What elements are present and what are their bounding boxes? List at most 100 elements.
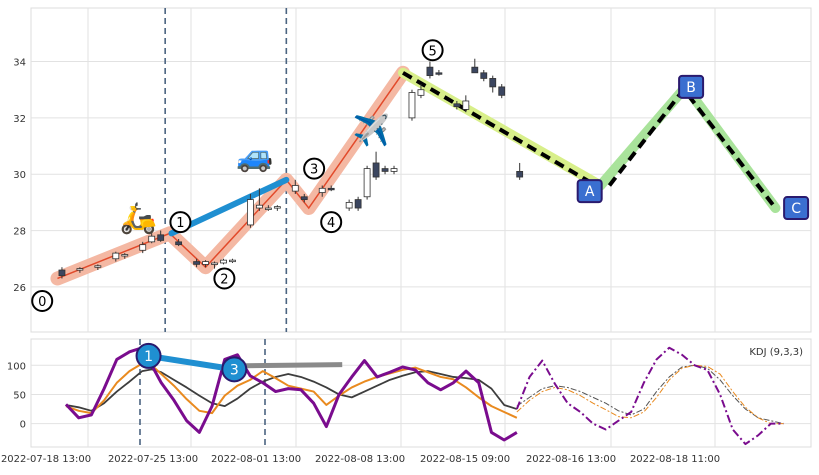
wave-label-circle [169, 211, 192, 234]
indicator-blue-line [145, 352, 238, 373]
candle-body [175, 241, 183, 246]
indicator-point-circle [135, 342, 162, 369]
price-candles [58, 58, 524, 279]
price-vertical-lines [164, 8, 288, 332]
price-y-tick-label: 34 [13, 58, 26, 69]
indicator-grid [31, 339, 811, 447]
candle-body [462, 100, 470, 110]
x-axis-tick-label: 2022-08-15 09:00 [420, 454, 510, 465]
candle-body [94, 265, 102, 268]
candle-body [247, 199, 254, 226]
wave-label-text: 4 [327, 216, 335, 231]
candle-body [255, 204, 263, 209]
candle-body [273, 206, 281, 209]
candle-body [345, 201, 353, 209]
price-panel-frame [30, 7, 812, 333]
candle-body [220, 259, 227, 264]
candle-body [354, 199, 362, 209]
candle-body [157, 234, 165, 241]
indicator-annotations: 13 [135, 342, 343, 383]
scooter-emoji: 🛵 [120, 201, 157, 236]
x-axis-tick-label: 2022-08-08 13:00 [315, 454, 405, 465]
indicator-point-label: 3 [230, 362, 239, 378]
candle-body [139, 244, 147, 251]
candle-body [408, 92, 416, 119]
wave-label-text: B [686, 80, 696, 96]
wave-label-text: 5 [428, 44, 436, 59]
candle-body [318, 187, 326, 193]
candle-body [327, 187, 335, 191]
wave-label-box [783, 196, 810, 221]
indicator-point-label: 1 [144, 349, 153, 365]
candle-body [112, 252, 120, 260]
indicator-grey-line [234, 362, 343, 369]
price-y-tick-label: 28 [13, 227, 26, 238]
x-axis-labels: 2022-07-18 13:00 2022-07-25 13:00 2022-08-… [1, 454, 720, 465]
price-wave-labels: 0 1 2 3 4 5 A B C [31, 39, 810, 313]
wave-label-box [576, 179, 603, 204]
candle-body [211, 262, 218, 265]
price-emojis: 🛵 🚙 ✈️ [120, 111, 391, 235]
candle-body [480, 72, 488, 79]
price-y-ticks: 26 28 30 32 34 [13, 58, 26, 294]
wave-label-text: 3 [310, 163, 318, 178]
wave-label-circle [303, 157, 326, 180]
indicator-y-ticks: 0 50 100 [7, 361, 26, 430]
price-y-tick-label: 30 [13, 170, 26, 181]
candle-body [453, 103, 461, 108]
abc-dashed-line [401, 71, 597, 188]
candle-body [363, 168, 371, 198]
candle-body [58, 269, 66, 277]
wave-label-circle [31, 290, 54, 313]
x-axis-tick-label: 2022-08-01 13:00 [211, 454, 301, 465]
abc-dashed-line [686, 94, 778, 210]
wave-label-text: A [585, 184, 595, 200]
x-axis-tick-label: 2022-08-16 13:00 [526, 454, 616, 465]
candle-body [264, 207, 272, 210]
wave-label-circle [421, 39, 444, 62]
abc-dashed-line [607, 85, 688, 187]
wave-label-circle [213, 267, 236, 290]
wave-label-text: 1 [176, 216, 184, 231]
wave-label-text: 2 [220, 272, 228, 287]
candle-body [300, 196, 308, 200]
wave-label-text: 0 [38, 295, 46, 310]
car-emoji: 🚙 [236, 139, 273, 174]
candle-body [148, 235, 156, 243]
kdj-series-0 [65, 368, 518, 412]
kdj-legend: KDJ (9,3,3) [749, 347, 803, 358]
price-y-tick-label: 26 [13, 283, 26, 294]
candle-body [471, 66, 479, 74]
kdj-series-4 [516, 364, 784, 425]
indicator-vertical-lines [139, 339, 266, 447]
candle-body [229, 259, 236, 263]
indicator-y-tick-label: 0 [20, 420, 26, 431]
x-axis-tick-label: 2022-07-25 13:00 [108, 454, 198, 465]
candle-body [426, 66, 434, 77]
candle-body [417, 89, 425, 96]
candle-body [372, 162, 380, 178]
candle-body [291, 185, 299, 192]
wave-label-text: C [791, 201, 801, 217]
indicator-y-tick-label: 50 [13, 390, 26, 401]
candle-body [435, 72, 443, 75]
candle-body [121, 254, 129, 257]
kdj-series-5 [515, 346, 784, 446]
x-axis-tick-label: 2022-07-18 13:00 [1, 454, 91, 465]
airplane-emoji: ✈️ [353, 111, 390, 148]
indicator-point-circle [221, 356, 248, 383]
x-axis-tick-label: 2022-08-18 11:00 [630, 454, 720, 465]
candle-body [193, 261, 200, 265]
indicator-y-tick-label: 100 [7, 361, 26, 372]
candle-body [489, 78, 497, 88]
candle-body [516, 171, 524, 178]
wave-label-circle [320, 211, 343, 234]
candle-body [76, 268, 84, 271]
candle-body [390, 168, 398, 172]
candle-body [202, 261, 209, 265]
wave-label-box [678, 74, 705, 99]
candle-body [381, 168, 389, 172]
price-y-tick-label: 32 [13, 114, 26, 125]
candle-body [498, 86, 506, 96]
